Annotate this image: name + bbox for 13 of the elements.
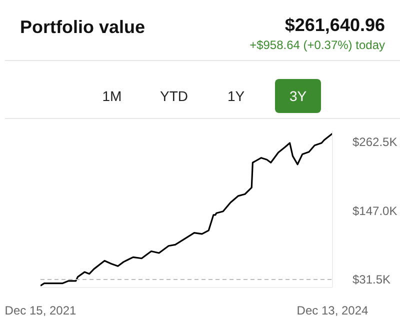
text: +$958.64 (+0.37%) today — [250, 37, 385, 54]
y-tick-label: $31.5K — [352, 272, 391, 286]
text: 1Y — [226, 87, 246, 106]
x-tick-label: Dec 15, 2021 — [4, 304, 77, 318]
text: 1M — [101, 87, 123, 106]
x-tick-label: Dec 13, 2024 — [296, 304, 369, 318]
text: YTD — [159, 87, 189, 106]
y-tick-label: $262.5K — [352, 135, 398, 150]
text: $261,640.96 — [284, 14, 385, 37]
line-series — [40, 132, 332, 287]
text: 3Y — [275, 79, 321, 113]
y-tick-label: $147.0K — [352, 204, 398, 218]
chart-title: Portfolio value — [20, 16, 146, 39]
